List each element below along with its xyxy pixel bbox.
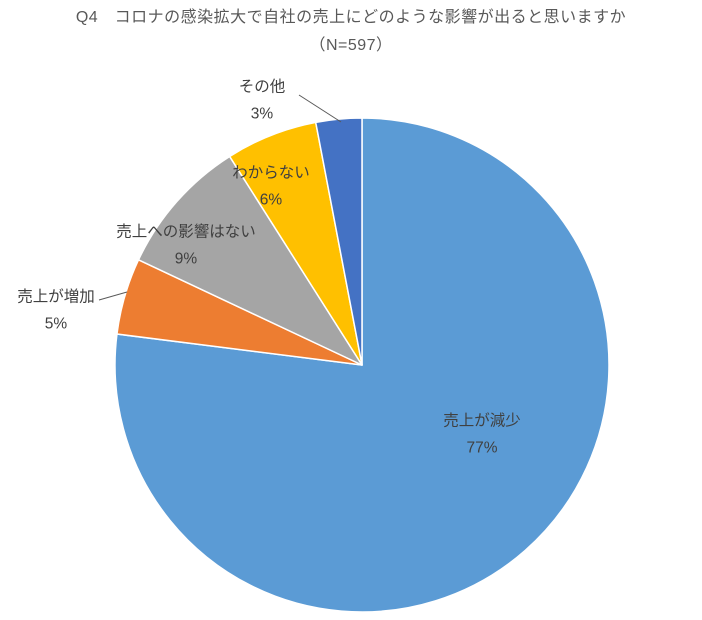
pie-label-pct-4: 3%	[251, 106, 274, 123]
pie-slices	[114, 117, 610, 613]
pie-label-name-1: 売上が増加	[17, 288, 95, 306]
pie-label-name-4: その他	[239, 78, 286, 96]
pie-label-pct-0: 77%	[466, 440, 497, 457]
pie-label-pct-2: 9%	[175, 251, 198, 268]
pie-label-name-2: 売上への影響はない	[116, 223, 256, 241]
pie-slice-4	[314, 117, 363, 366]
pie-label-name-3: わからない	[232, 164, 310, 182]
pie-labels: 売上が減少 77% 売上が増加 5% 売上への影響はない 9% わからない 6% その他 3%	[17, 78, 521, 457]
label-leader-lines	[98, 94, 342, 301]
pie-label-name-0: 売上が減少	[443, 412, 521, 430]
leader-line-1	[98, 291, 128, 301]
pie-label-pct-3: 6%	[260, 192, 283, 209]
leader-line-4	[298, 94, 342, 123]
chart-subtitle: （N=597）	[309, 37, 393, 54]
chart-title: Q4 コロナの感染拡大で自社の売上にどのような影響が出ると思いますか	[75, 9, 627, 26]
pie-label-pct-1: 5%	[45, 316, 68, 333]
chart-title-block: Q4 コロナの感染拡大で自社の売上にどのような影響が出ると思いますか （N=59…	[0, 4, 702, 60]
pie-slice-2	[137, 155, 363, 366]
